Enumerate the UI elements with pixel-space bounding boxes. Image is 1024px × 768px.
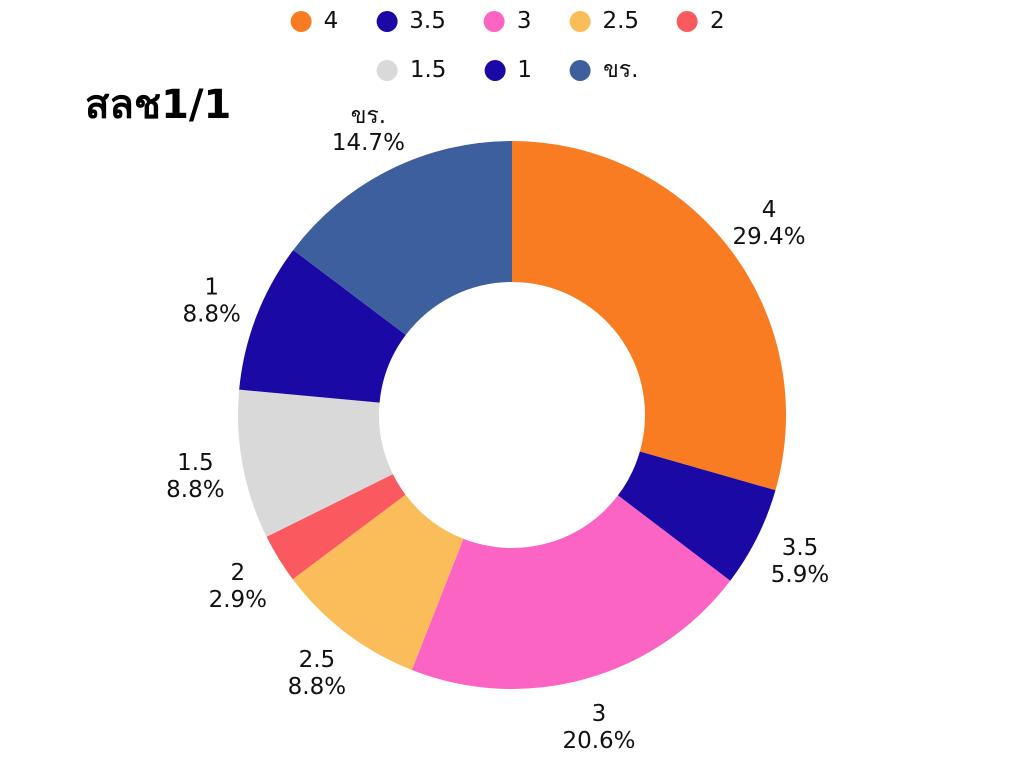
chart-title: สลช1/1 <box>85 82 232 128</box>
legend-item: 3 <box>483 8 532 34</box>
donut-slice-2.5 <box>292 494 464 671</box>
slice-label-2.5: 2.5 8.8% <box>288 647 346 700</box>
legend-swatch-icon <box>484 60 506 81</box>
legend-item: 1.5 <box>376 57 447 83</box>
slice-label-3: 3 20.6% <box>562 701 635 754</box>
legend-item: 3.5 <box>376 10 446 33</box>
legend-item: 2.5 <box>569 10 639 33</box>
donut-slice-2 <box>266 474 406 580</box>
donut-slice-1.5 <box>238 389 393 537</box>
slice-label-1: 1 8.8% <box>182 275 240 328</box>
legend-item: 1 <box>484 59 532 82</box>
legend-label: 1.5 <box>409 57 447 83</box>
legend-swatch-icon <box>570 60 592 81</box>
donut-slice-3.5 <box>617 451 776 581</box>
legend-item: 4 <box>290 8 339 34</box>
legend-label: 3.5 <box>409 8 446 34</box>
donut-slice-4 <box>512 141 787 491</box>
legend-label: 2 <box>710 8 725 34</box>
slice-label-4: 4 29.4% <box>733 197 806 250</box>
legend-label: 4 <box>323 8 339 34</box>
legend-row: 1.5 1 ขร. <box>376 57 638 83</box>
donut-slice-ขร. <box>293 141 512 335</box>
donut-slice-1 <box>239 250 406 403</box>
slice-label-2: 2 2.9% <box>209 560 267 613</box>
legend-swatch-icon <box>290 11 312 32</box>
legend-item: 2 <box>677 10 725 33</box>
legend-swatch-icon <box>376 11 398 32</box>
legend-swatch-icon <box>483 11 505 32</box>
slice-label-ขร.: ขร. 14.7% <box>332 103 405 156</box>
legend-label: ขร. <box>603 57 639 83</box>
legend-row: 4 3.5 3 2.5 2 <box>290 8 725 34</box>
legend-label: 3 <box>516 8 532 34</box>
legend-swatch-icon <box>376 60 398 81</box>
legend-label: 1 <box>517 57 533 83</box>
legend-swatch-icon <box>569 11 591 32</box>
legend-swatch-icon <box>677 11 699 32</box>
legend-item: ขร. <box>570 59 638 82</box>
slice-label-1.5: 1.5 8.8% <box>166 450 224 503</box>
legend-label: 2.5 <box>602 8 640 34</box>
donut-slice-3 <box>411 495 731 690</box>
slice-label-3.5: 3.5 5.9% <box>771 535 829 588</box>
chart-legend: 4 3.5 3 2.5 2 1.5 1 ขร. <box>290 8 725 83</box>
